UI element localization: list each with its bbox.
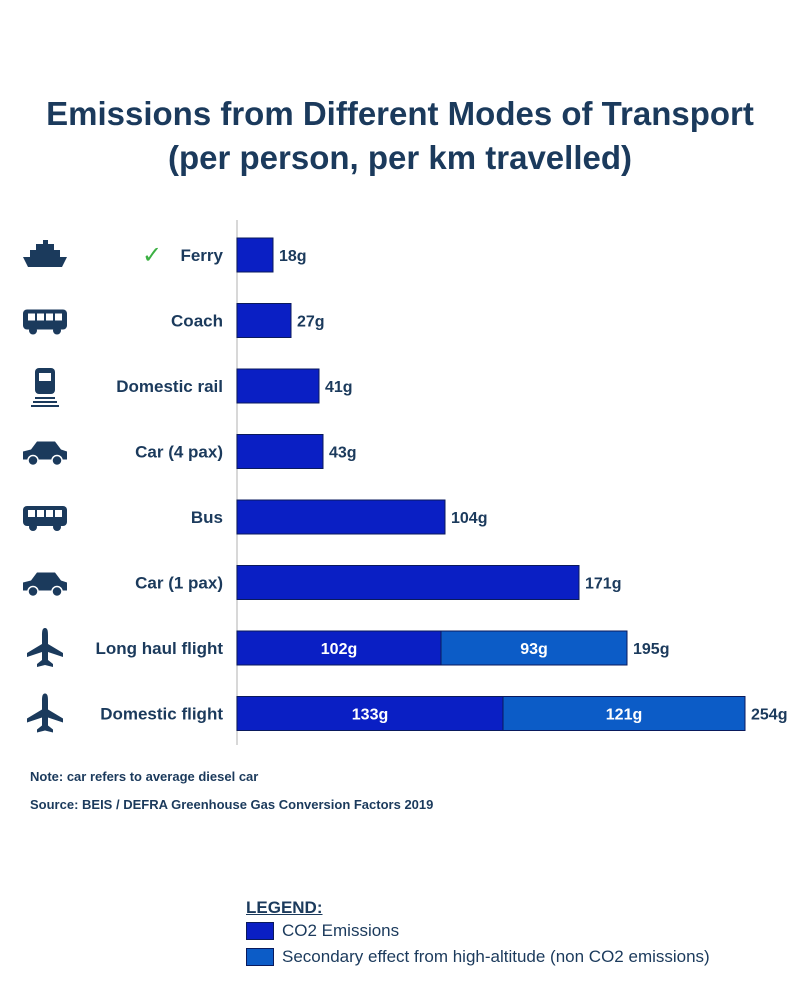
legend-swatch-co2 (246, 922, 274, 940)
bar-total-label: 104g (451, 510, 487, 527)
ship-funnel (43, 240, 48, 244)
bar-co2 (236, 368, 320, 404)
note-text: Note: car refers to average diesel car (30, 769, 259, 784)
airplane-shape (27, 693, 63, 733)
bar-total-label: 254g (751, 707, 787, 724)
bar-co2 (236, 303, 292, 338)
bar-total-label: 27g (297, 314, 325, 331)
bar-co2 (236, 434, 324, 469)
car-wheel (27, 585, 39, 598)
legend-title: LEGEND: (246, 898, 323, 917)
coach-window (46, 313, 53, 321)
car-wheel (51, 454, 63, 467)
airplane-icon (27, 693, 63, 733)
bar-co2 (236, 696, 504, 731)
car-wheel (27, 454, 39, 467)
bar-co2 (236, 630, 442, 666)
airplane-icon (27, 628, 63, 667)
bar-total-label: 41g (325, 379, 353, 396)
legend-item-secondary: Secondary effect from high-altitude (non… (246, 944, 710, 970)
bar-total-label: 195g (633, 641, 669, 658)
coach-wheel (29, 326, 37, 335)
train-window (39, 373, 51, 381)
coach-wheel (29, 523, 37, 531)
chart-title-line-2: (per person, per km travelled) (168, 139, 632, 176)
category-label: Ferry (180, 246, 223, 265)
category-label: Car (1 pax) (135, 574, 223, 593)
coach-window (28, 510, 35, 517)
bar-total-label: 18g (279, 248, 307, 265)
chart-notes: Note: car refers to average diesel car S… (30, 768, 433, 824)
coach-window (55, 313, 62, 321)
category-label: Coach (171, 312, 223, 331)
bar-segment-label: 121g (606, 707, 642, 724)
bus-icon (23, 506, 67, 531)
bar-secondary (502, 696, 746, 731)
emissions-bar-chart: Ferry ✓ 18g Coach 27g Domestic rail 41g Car (4 … (23, 220, 787, 745)
legend-swatch-secondary (246, 948, 274, 966)
coach-window (46, 510, 53, 517)
bar-total-label: 43g (329, 445, 357, 462)
bar-co2 (236, 499, 446, 535)
ship-icon (23, 240, 67, 267)
car-icon (23, 441, 67, 467)
train-icon (31, 368, 59, 407)
check-icon: ✓ (142, 242, 162, 269)
bar-co2 (236, 565, 580, 600)
coach-wheel (53, 326, 61, 335)
train-tracks (31, 397, 59, 407)
bar-segment-label: 93g (520, 641, 548, 658)
legend-item-co2: CO2 Emissions (246, 918, 710, 944)
category-label: Domestic flight (100, 705, 223, 724)
coach-window (37, 510, 44, 517)
car-icon (23, 572, 67, 598)
coach-wheel (53, 523, 61, 531)
airplane-shape (27, 628, 63, 667)
source-text: Source: BEIS / DEFRA Greenhouse Gas Conv… (30, 797, 434, 812)
legend: LEGEND: CO2 Emissions Secondary effect f… (246, 898, 710, 970)
bar-secondary (440, 630, 628, 666)
category-label: Car (4 pax) (135, 443, 223, 462)
legend-label-secondary: Secondary effect from high-altitude (non… (282, 947, 710, 966)
car-wheel (51, 585, 63, 598)
category-label: Long haul flight (96, 639, 224, 658)
chart-title-line-1: Emissions from Different Modes of Transp… (46, 95, 754, 132)
ship-deck (30, 250, 60, 257)
chart-title: Emissions from Different Modes of Transp… (0, 92, 800, 180)
ship-hull (23, 257, 67, 267)
coach-window (28, 313, 35, 321)
category-label: Bus (191, 508, 223, 527)
coach-icon (23, 309, 67, 335)
coach-window (55, 510, 62, 517)
legend-label-co2: CO2 Emissions (282, 921, 400, 940)
bar-segment-label: 102g (321, 641, 357, 658)
bar-total-label: 171g (585, 576, 621, 593)
bar-co2 (236, 237, 274, 273)
bar-segment-label: 133g (352, 707, 388, 724)
coach-window (37, 313, 44, 321)
category-label: Domestic rail (116, 377, 223, 396)
ship-cabin (36, 244, 54, 250)
